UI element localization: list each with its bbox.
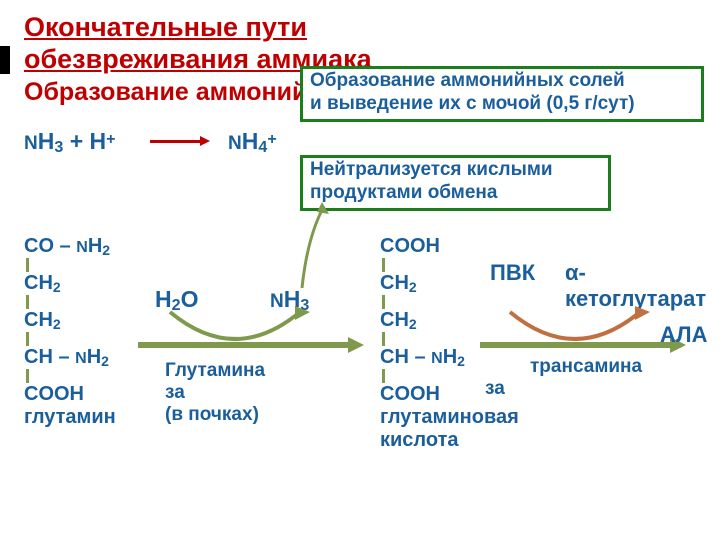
box2-l2: продуктами обмена xyxy=(310,182,497,204)
glu-bond2 xyxy=(382,295,385,309)
pvk-label: ПВК xyxy=(490,260,535,286)
glutaminase-l3: (в почках) xyxy=(165,404,259,426)
glutaminase-l2: за xyxy=(165,382,185,404)
transaminase-l1: трансамина xyxy=(530,356,642,378)
eq-arrow-head xyxy=(200,136,210,146)
glutamic-l4: CH – NH2 xyxy=(380,346,465,369)
akg-label: α-кетоглутарат xyxy=(565,260,705,312)
glu-bond1 xyxy=(382,258,385,272)
glutamic-l1: COOH xyxy=(380,235,440,258)
box1-l1: Образование аммонийных солей xyxy=(310,70,625,92)
box1-l2: и выведение их с мочой (0,5 г/сут) xyxy=(310,93,635,115)
glu-bond4 xyxy=(382,369,385,383)
gln-bond1 xyxy=(26,258,29,272)
glutamic-l2: CH2 xyxy=(380,272,417,295)
glutamine-l5: COOH xyxy=(24,383,84,406)
gln-bond3 xyxy=(26,332,29,346)
eq-right: NH4+ xyxy=(228,128,277,157)
glutaminase-l1: Глутамина xyxy=(165,360,265,382)
gln-bond4 xyxy=(26,369,29,383)
eq-arrow-line xyxy=(150,140,200,143)
glutamine-l1: CO – NH2 xyxy=(24,235,110,258)
glutamic-l5: COOH xyxy=(380,383,440,406)
glutamic-l3: CH2 xyxy=(380,309,417,332)
glutamine-l4: CH – NH2 xyxy=(24,346,109,369)
gln-bond2 xyxy=(26,295,29,309)
title-line1: Окончательные пути xyxy=(24,12,307,43)
transaminase-l2: за xyxy=(485,378,505,400)
glutamine-l3: CH2 xyxy=(24,309,61,332)
eq-left: NH3 + H+ xyxy=(24,128,116,157)
left-bar xyxy=(0,46,10,74)
arc1 xyxy=(160,306,310,348)
ala-label: АЛА xyxy=(660,322,707,348)
arc2 xyxy=(500,306,650,348)
glutamic-name2: кислота xyxy=(380,429,459,452)
glu-bond3 xyxy=(382,332,385,346)
glutamine-l2: CH2 xyxy=(24,272,61,295)
box2-l1: Нейтрализуется кислыми xyxy=(310,159,553,181)
glutamine-name: глутамин xyxy=(24,406,116,429)
glutamic-name1: глутаминовая xyxy=(380,406,519,429)
nh3-up-arrow xyxy=(292,200,332,290)
arrow1-head xyxy=(348,337,364,353)
